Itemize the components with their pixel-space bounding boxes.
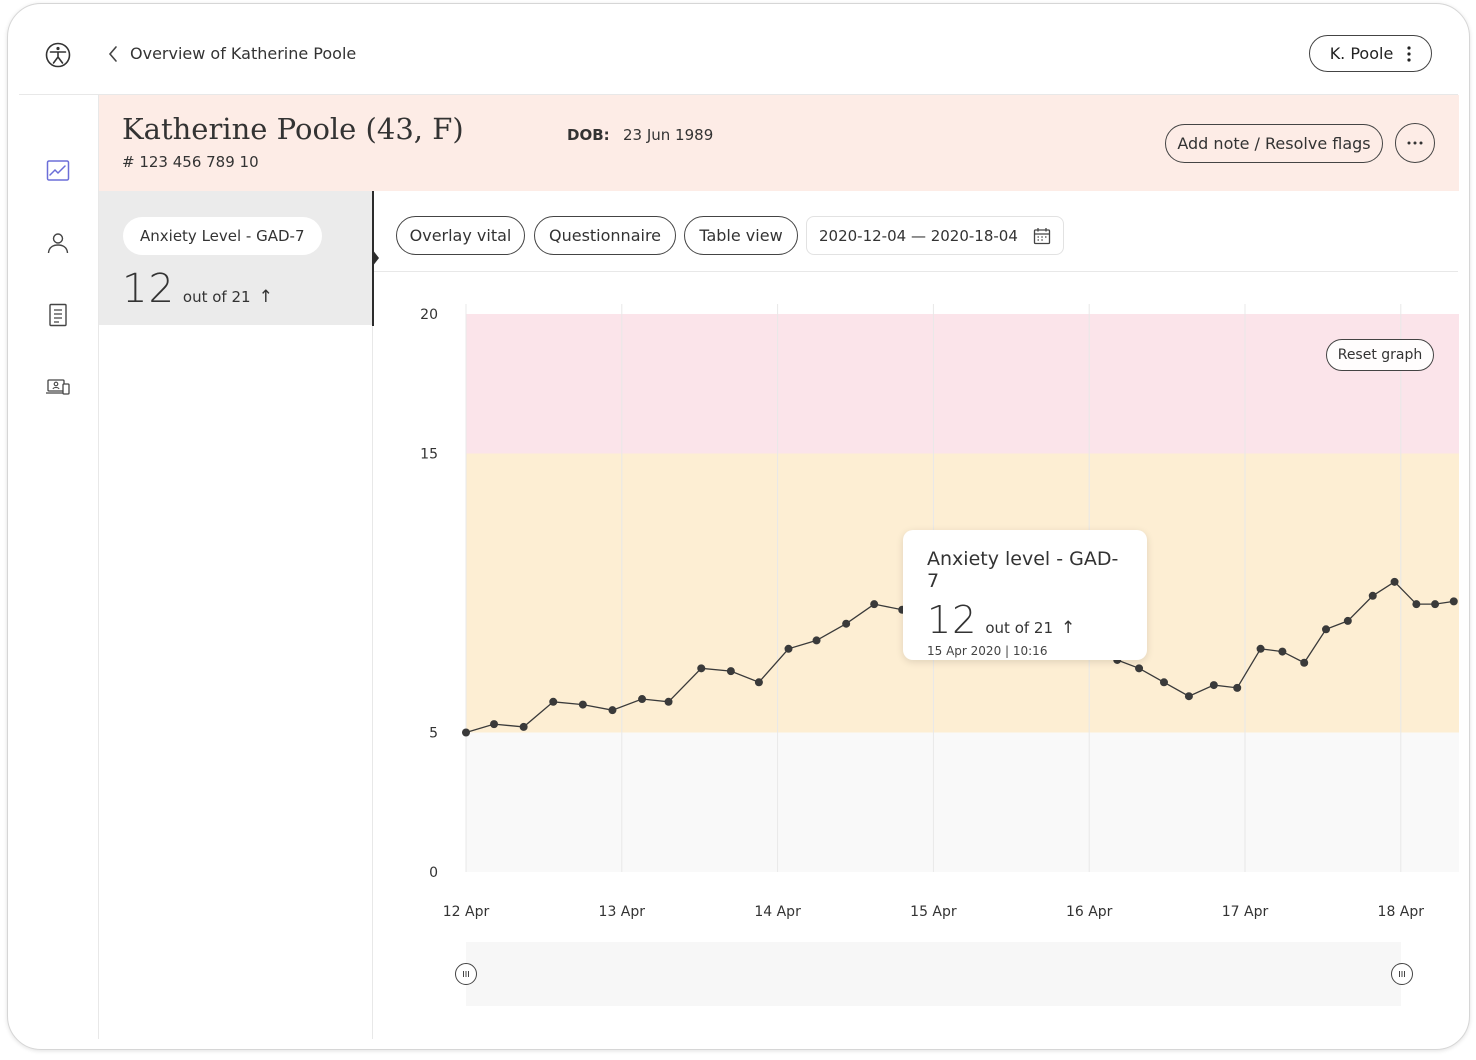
chart-band-2 (466, 314, 1459, 454)
data-point (1278, 647, 1287, 656)
ellipsis-icon (1407, 141, 1423, 145)
date-range-picker[interactable]: 2020-12-04 — 2020-18-04 (806, 216, 1064, 255)
data-point (726, 667, 735, 676)
accessibility-icon[interactable] (45, 42, 71, 68)
tooltip-value: 12 (927, 598, 978, 642)
data-point (697, 664, 706, 673)
more-options-button[interactable] (1395, 123, 1435, 163)
vital-label-pill[interactable]: Anxiety Level - GAD-7 (123, 217, 322, 255)
back-link[interactable]: Overview of Katherine Poole (106, 44, 356, 63)
data-point (638, 695, 647, 704)
vital-value-number: 12 (122, 266, 175, 312)
document-icon[interactable] (45, 302, 71, 328)
tooltip-trend-icon: ↑ (1061, 618, 1076, 638)
tooltip-unit: out of 21 (985, 619, 1054, 637)
grip-icon (1399, 971, 1405, 977)
data-point (1184, 692, 1193, 701)
table-view-button[interactable]: Table view (684, 216, 798, 255)
scrubber-handle-left[interactable] (455, 963, 477, 985)
user-menu-button[interactable]: K. Poole (1309, 35, 1432, 72)
data-point (1412, 600, 1421, 609)
sidebar-divider (98, 95, 99, 1039)
scrubber-handle-right[interactable] (1391, 963, 1413, 985)
tooltip-title: Anxiety level - GAD-7 (927, 548, 1119, 592)
data-point (519, 722, 528, 731)
data-point (1209, 681, 1218, 690)
dob-value: 23 Jun 1989 (623, 126, 714, 144)
panel-divider-lower (372, 326, 373, 1039)
patient-name: Katherine Poole (43, F) (122, 112, 464, 146)
back-link-label: Overview of Katherine Poole (130, 44, 357, 63)
data-point (608, 706, 617, 715)
data-point (1300, 658, 1309, 667)
grip-icon (463, 971, 469, 977)
data-point (490, 720, 499, 729)
x-tick-label: 18 Apr (1378, 904, 1425, 920)
data-point (1368, 591, 1377, 600)
patient-header (99, 95, 1459, 191)
tooltip-time: 15 Apr 2020 | 10:16 (927, 644, 1048, 658)
person-icon[interactable] (45, 230, 71, 256)
data-point (549, 697, 558, 706)
data-point (1390, 577, 1399, 586)
user-menu-label: K. Poole (1329, 44, 1394, 63)
range-scrubber[interactable] (466, 942, 1401, 1006)
data-point (842, 619, 851, 628)
y-tick-label: 20 (420, 307, 438, 323)
chevron-left-icon (108, 45, 117, 62)
vital-card[interactable] (99, 191, 373, 325)
patient-id: # 123 456 789 10 (122, 153, 259, 171)
chart-icon[interactable] (45, 158, 71, 184)
x-tick-label: 12 Apr (443, 904, 490, 920)
x-tick-label: 15 Apr (910, 904, 957, 920)
x-tick-label: 14 Apr (754, 904, 801, 920)
data-point (1233, 683, 1242, 692)
data-point (578, 700, 587, 709)
add-note-button[interactable]: Add note / Resolve flags (1165, 124, 1383, 163)
y-tick-label: 5 (429, 726, 438, 742)
chart-band-0 (466, 732, 1459, 872)
anxiety-chart[interactable]: 12 Apr 13 Apr 14 Apr 15 Apr 16 Apr 17 Apr 18 A… (374, 284, 1459, 924)
data-point (754, 678, 763, 687)
data-point (784, 644, 793, 653)
app-window: Overview of Katherine Poole K. Poole Kat… (7, 3, 1470, 1050)
chart-tooltip: Anxiety level - GAD-7 12 out of 21 ↑ 15 … (903, 530, 1147, 660)
kebab-icon (1407, 45, 1411, 62)
trend-up-icon: ↑ (258, 287, 273, 307)
devices-icon[interactable] (45, 374, 71, 400)
overlay-vital-button[interactable]: Overlay vital (396, 216, 525, 255)
panel-selection-arrow (372, 249, 379, 267)
questionnaire-button[interactable]: Questionnaire (534, 216, 676, 255)
dob-label: DOB: (567, 126, 610, 144)
data-point (1322, 625, 1331, 634)
data-point (1431, 600, 1440, 609)
tooltip-value-row: 12 out of 21 ↑ (927, 598, 1123, 642)
data-point (1256, 644, 1265, 653)
data-point (1135, 664, 1144, 673)
x-tick-label: 16 Apr (1066, 904, 1113, 920)
data-point (1449, 597, 1458, 606)
x-tick-label: 13 Apr (599, 904, 646, 920)
date-range-value: 2020-12-04 — 2020-18-04 (819, 226, 1018, 245)
data-point (1159, 678, 1168, 687)
topbar-divider (19, 94, 1458, 95)
data-point (462, 728, 470, 737)
calendar-icon (1033, 227, 1051, 244)
vital-value-unit: out of 21 (182, 288, 251, 306)
data-point (812, 636, 821, 645)
data-point (1343, 616, 1352, 625)
data-point (664, 697, 673, 706)
vital-value: 12 out of 21 ↑ (122, 266, 273, 312)
x-tick-label: 17 Apr (1222, 904, 1269, 920)
toolbar-divider (374, 271, 1458, 272)
reset-graph-button[interactable]: Reset graph (1326, 339, 1434, 371)
y-tick-label: 0 (429, 865, 438, 881)
data-point (870, 600, 879, 609)
y-tick-label: 15 (420, 447, 438, 463)
